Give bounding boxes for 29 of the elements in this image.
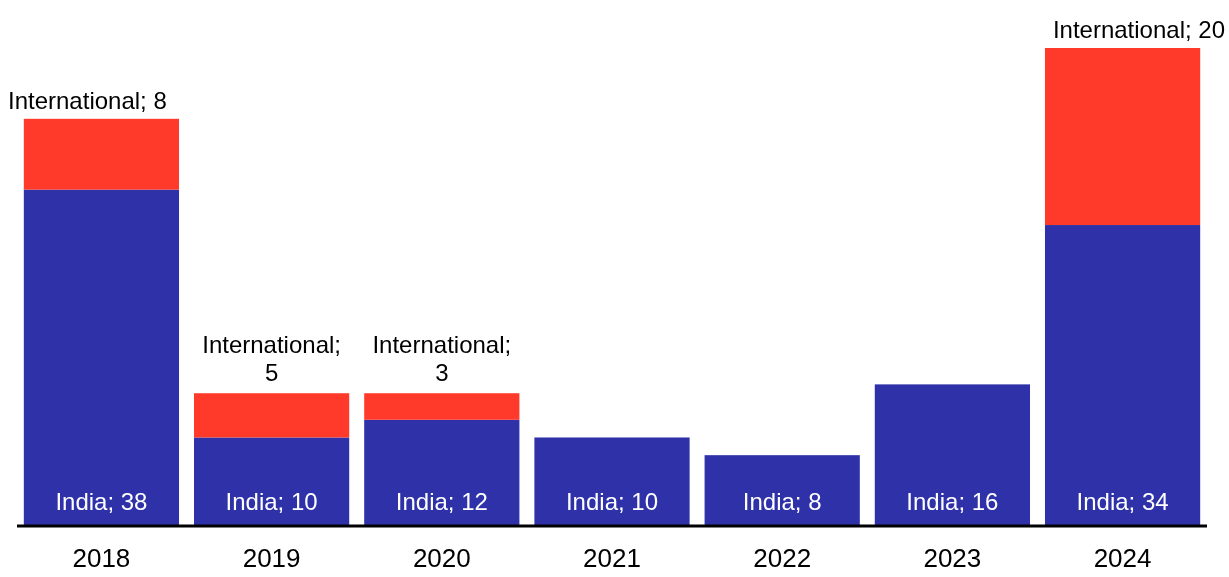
- x-tick-label: 2021: [583, 543, 641, 573]
- bar: [1044, 48, 1201, 226]
- x-tick-label: 2022: [753, 543, 812, 573]
- data-label: India; 10: [225, 488, 318, 515]
- bar: [23, 189, 180, 526]
- x-tick-label: 2020: [412, 543, 471, 573]
- bar: [23, 118, 180, 190]
- bar: [194, 393, 350, 438]
- data-label: India; 12: [395, 488, 488, 515]
- x-tick-label: 2019: [242, 543, 301, 573]
- data-label: International; 5: [202, 331, 341, 387]
- bar: [364, 393, 520, 420]
- data-label: International; 20: [1052, 16, 1225, 43]
- bar: [364, 419, 520, 526]
- bar: [874, 384, 1030, 526]
- data-label: India; 8: [742, 488, 822, 515]
- bar: [1044, 225, 1201, 526]
- x-tick-label: 2018: [72, 543, 131, 573]
- data-label: India; 38: [55, 488, 148, 515]
- bar: [704, 455, 860, 526]
- data-label: International; 3: [372, 331, 512, 387]
- data-label: India; 16: [906, 488, 999, 515]
- data-label: India; 10: [565, 488, 659, 515]
- x-tick-label: 2023: [923, 543, 982, 573]
- data-label: International; 8: [8, 86, 167, 114]
- bar: [534, 437, 690, 526]
- bar: [194, 437, 350, 526]
- x-tick-label: 2024: [1093, 543, 1152, 573]
- data-label: India; 34: [1076, 488, 1169, 515]
